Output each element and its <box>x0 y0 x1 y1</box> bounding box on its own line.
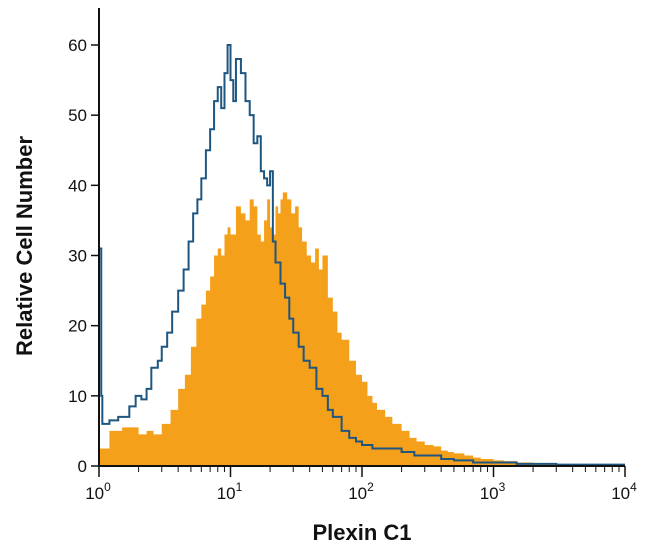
y-tick-label: 30 <box>68 247 87 266</box>
x-axis-title: Plexin C1 <box>312 520 411 545</box>
x-tick-exponent: 0 <box>104 480 111 494</box>
x-tick-base: 10 <box>348 484 367 503</box>
y-tick-label: 0 <box>78 457 87 476</box>
x-tick-base: 10 <box>611 484 630 503</box>
x-tick-exponent: 3 <box>499 480 506 494</box>
x-tick-exponent: 1 <box>236 480 243 494</box>
x-minor-ticks <box>138 466 620 472</box>
y-tick-label: 60 <box>68 36 87 55</box>
x-tick-exponent: 4 <box>630 480 637 494</box>
x-tick-base: 10 <box>217 484 236 503</box>
x-tick-label: 102 <box>348 480 374 503</box>
x-tick-label: 104 <box>611 480 637 503</box>
y-tick-label: 20 <box>68 317 87 336</box>
x-tick-base: 10 <box>85 484 104 503</box>
y-axis-title: Relative Cell Number <box>12 136 37 357</box>
y-tick-label: 10 <box>68 387 87 406</box>
x-tick-label: 100 <box>85 480 111 503</box>
y-ticks: 0 10 20 30 40 50 60 <box>68 36 99 476</box>
filled-histogram-series <box>99 192 625 466</box>
outline-histogram-series <box>98 44 625 466</box>
plot-area <box>98 44 625 466</box>
x-tick-exponent: 2 <box>367 480 374 494</box>
x-major-ticks: 100 101 102 103 104 <box>85 466 637 503</box>
x-tick-base: 10 <box>480 484 499 503</box>
x-tick-label: 101 <box>217 480 243 503</box>
y-tick-label: 40 <box>68 176 87 195</box>
x-tick-label: 103 <box>480 480 506 503</box>
y-tick-label: 50 <box>68 106 87 125</box>
